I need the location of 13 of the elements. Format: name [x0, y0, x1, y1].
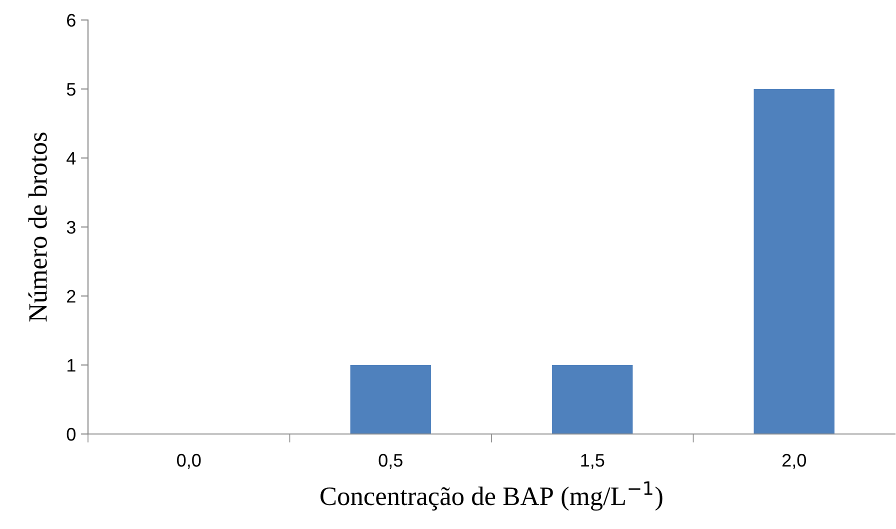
y-tick-label: 5 [66, 83, 76, 96]
y-tick-label: 3 [66, 220, 76, 234]
x-axis-title: Concentração de BAP (mg/L$^{−1}$) [320, 481, 662, 511]
y-tick-label: 2 [67, 290, 76, 303]
y-tick-label: 1 [68, 359, 76, 372]
y-axis-title: Número de brotos [28, 132, 47, 322]
x-tick-label: 0,5 [378, 454, 402, 469]
x-tick-label: 1,5 [581, 454, 604, 469]
y-tick-label: 6 [67, 14, 76, 27]
y-tick-label: 0 [66, 428, 76, 441]
y-tick-label: 4 [66, 152, 76, 165]
x-tick-label: 0,0 [177, 454, 201, 469]
x-tick-label: 2,0 [782, 454, 806, 469]
